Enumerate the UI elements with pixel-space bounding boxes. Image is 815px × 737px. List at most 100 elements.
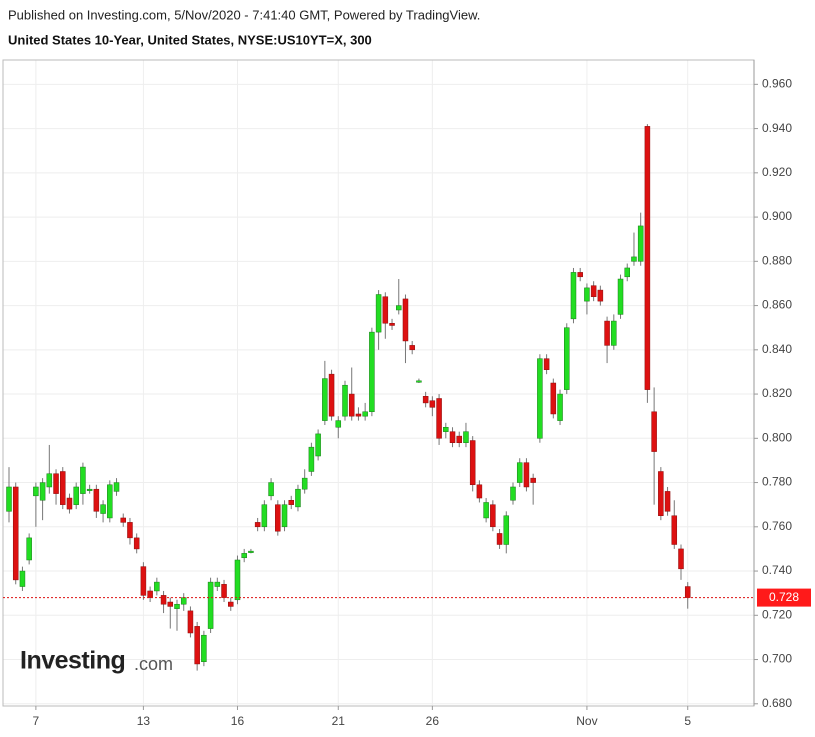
candle-body: [402, 298, 409, 342]
candle-body: [120, 517, 126, 523]
candle-body: [342, 384, 348, 417]
candle-body: [449, 431, 456, 443]
candle-body: [261, 504, 268, 528]
candle-body: [107, 484, 113, 519]
candle-body: [147, 590, 153, 598]
candle-body: [382, 296, 389, 324]
candle-body: [651, 411, 657, 452]
candle-body: [46, 473, 53, 488]
candle-body: [537, 358, 543, 439]
y-tick-label: 0.700: [762, 652, 792, 666]
candle-body: [617, 278, 624, 315]
candle-body: [174, 603, 180, 609]
y-tick-label: 0.720: [762, 607, 792, 621]
y-tick-label: 0.940: [762, 121, 792, 135]
chart-subtitle: United States 10-Year, United States, NY…: [8, 32, 372, 47]
candle-body: [275, 504, 281, 532]
candle-body: [33, 486, 39, 497]
y-tick-label: 0.760: [762, 519, 792, 533]
logo-brand: Investing: [20, 647, 125, 675]
candle-body: [375, 294, 382, 333]
candle-body: [127, 522, 133, 539]
x-tick-label: 5: [684, 714, 691, 728]
candle-body: [510, 486, 516, 501]
candle-body: [295, 488, 301, 508]
candle-body: [637, 225, 644, 262]
candle-body: [557, 393, 563, 421]
x-tick-label: 7: [33, 714, 40, 728]
logo-suffix: .com: [134, 654, 173, 674]
candle-body: [369, 331, 375, 413]
candle-body: [241, 553, 247, 559]
candle-body: [422, 396, 429, 404]
candle-body: [590, 285, 597, 297]
candle-body: [463, 431, 469, 443]
candle-body: [523, 462, 530, 488]
y-tick-label: 0.920: [762, 165, 792, 179]
candle-body: [315, 433, 321, 457]
candle-body: [268, 482, 274, 497]
candle-body: [530, 477, 536, 483]
x-tick-label: Nov: [576, 714, 597, 728]
x-tick-label: 26: [426, 714, 440, 728]
candle-body: [429, 400, 436, 408]
candle-body: [167, 601, 174, 607]
candle-body: [503, 515, 510, 545]
candle-body: [133, 537, 140, 550]
candle-body: [187, 610, 194, 634]
candle-body: [39, 482, 46, 501]
candle-body: [254, 522, 261, 528]
candle-body: [483, 502, 489, 519]
candle-body: [355, 413, 362, 417]
y-tick-label: 0.960: [762, 77, 792, 91]
candle-body: [234, 559, 241, 601]
candle-body: [288, 500, 294, 505]
candle-body: [550, 382, 557, 415]
candle-body: [221, 584, 227, 598]
candle-body: [207, 581, 214, 629]
y-tick-label: 0.880: [762, 253, 792, 267]
candle-body: [322, 378, 328, 421]
y-tick-label: 0.840: [762, 342, 792, 356]
candles: [6, 124, 691, 671]
candle-body: [201, 634, 207, 663]
x-tick-label: 13: [137, 714, 151, 728]
candle-body: [86, 488, 93, 491]
candle-body: [281, 504, 288, 528]
candle-body: [644, 126, 651, 390]
candle-body: [308, 446, 315, 472]
candle-body: [26, 537, 32, 561]
candle-body: [597, 289, 604, 302]
candle-body: [584, 287, 590, 302]
candle-body: [214, 581, 221, 587]
candle-body: [301, 477, 308, 490]
candle-body: [396, 305, 402, 311]
candle-body: [12, 486, 19, 581]
candle-body: [409, 345, 415, 351]
candle-body: [570, 272, 577, 320]
candle-body: [60, 471, 66, 505]
candle-body: [490, 504, 496, 528]
candle-body: [684, 586, 691, 598]
last-price-box: [757, 588, 811, 607]
logo: Investing .com: [20, 647, 173, 675]
candle-body: [93, 488, 100, 512]
y-tick-label: 0.740: [762, 563, 792, 577]
candle-body: [389, 323, 395, 326]
candle-body: [604, 320, 610, 346]
y-tick-label: 0.860: [762, 298, 792, 312]
last-price-label: 0.728: [769, 590, 799, 604]
candle-body: [496, 533, 503, 545]
candle-body: [443, 426, 449, 432]
candle-body: [194, 626, 200, 665]
candle-body: [53, 473, 59, 494]
x-tick-label: 21: [332, 714, 346, 728]
candle-body: [624, 267, 630, 278]
candle-body: [456, 435, 462, 443]
candle-body: [362, 411, 368, 417]
candle-body: [671, 515, 678, 545]
candle-body: [335, 420, 342, 428]
candle-body: [140, 566, 147, 596]
candle-body: [328, 373, 335, 417]
